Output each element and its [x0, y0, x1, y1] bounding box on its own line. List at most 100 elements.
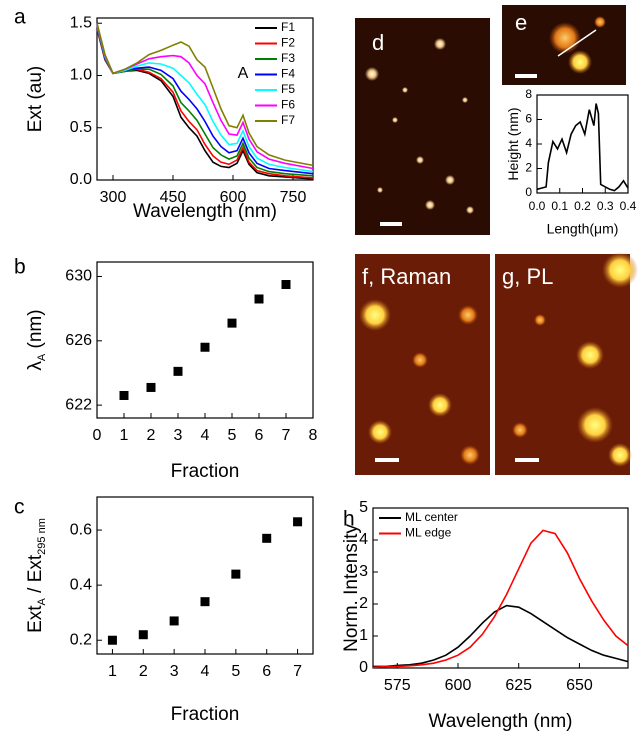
- y-tick-label: 630: [65, 268, 92, 285]
- x-tick-label: 6: [255, 427, 264, 444]
- y-tick-label: 2: [525, 161, 532, 175]
- x-tick-label: 1: [120, 427, 129, 444]
- data-line: [96, 25, 314, 173]
- x-tick-label: 3: [170, 663, 179, 680]
- data-point: [231, 569, 241, 579]
- image-label: g, PL: [502, 264, 553, 289]
- image-label: e: [515, 10, 527, 35]
- x-tick-label: 2: [147, 427, 156, 444]
- x-axis-label: Length(μm): [547, 221, 619, 237]
- data-line: [96, 23, 314, 167]
- data-point: [169, 616, 179, 626]
- legend-label: F7: [281, 113, 295, 127]
- y-tick-label: 5: [359, 499, 368, 516]
- x-tick-label: 7: [293, 663, 302, 680]
- y-tick-label: 0.0: [70, 171, 92, 188]
- y-axis-label-part: 295 nm: [36, 518, 48, 555]
- y-tick-label: 4: [525, 136, 532, 150]
- y-axis-label-part: (nm): [25, 309, 46, 353]
- plot-frame: [96, 17, 314, 181]
- y-tick-label: 3: [359, 563, 368, 580]
- data-point: [173, 366, 183, 376]
- x-tick-label: 6: [262, 663, 271, 680]
- x-tick-label: 450: [160, 189, 187, 206]
- y-tick-label: 0.4: [70, 576, 92, 593]
- x-tick-label: 300: [100, 189, 127, 206]
- image-label: d: [372, 30, 384, 55]
- data-line: [96, 26, 314, 175]
- data-point: [254, 294, 264, 304]
- legend-label: F4: [281, 67, 295, 81]
- panel-label: c: [14, 496, 25, 519]
- x-tick-label: 0.4: [620, 199, 637, 213]
- x-tick-label: 575: [384, 677, 411, 694]
- panel-label: b: [14, 256, 26, 279]
- x-tick-label: 1: [108, 663, 117, 680]
- x-tick-label: 625: [505, 677, 532, 694]
- x-tick-label: 2: [139, 663, 148, 680]
- pl-image-g: g, PL: [495, 252, 638, 475]
- y-tick-label: 2: [359, 595, 368, 612]
- data-line: [96, 27, 314, 177]
- y-axis-label-part: Norm. Intensity: [341, 524, 362, 652]
- x-tick-label: 7: [282, 427, 291, 444]
- y-axis-label-part: A: [36, 353, 48, 361]
- y-axis-label: Ext (au): [25, 66, 46, 133]
- y-tick-label: 8: [525, 87, 532, 101]
- raman-image-f: f, Raman: [355, 254, 490, 475]
- y-tick-label: 622: [65, 396, 92, 413]
- legend-label: F2: [281, 36, 295, 50]
- y-axis-label: Norm. Intensity: [341, 524, 362, 652]
- data-point: [200, 342, 210, 352]
- y-axis-label-part: Height (nm): [505, 107, 521, 180]
- y-axis-label-part: Ext: [25, 605, 46, 633]
- data-point: [146, 382, 156, 392]
- x-tick-label: 650: [566, 677, 593, 694]
- plot-frame: [372, 507, 629, 669]
- y-tick-label: 4: [359, 531, 368, 548]
- y-axis-label-part: λ: [25, 361, 46, 371]
- x-tick-label: 0.2: [574, 199, 591, 213]
- data-point: [281, 280, 291, 290]
- plot-frame: [96, 261, 314, 419]
- x-axis-label: Wavelength (nm): [429, 711, 573, 732]
- panel-label: a: [14, 6, 26, 29]
- legend-label: F3: [281, 51, 295, 65]
- x-tick-label: 0.3: [597, 199, 614, 213]
- x-tick-label: 600: [445, 677, 472, 694]
- data-line: [373, 604, 629, 668]
- y-tick-label: 6: [525, 112, 532, 126]
- y-tick-label: 626: [65, 332, 92, 349]
- plot-frame: [536, 94, 629, 194]
- x-axis-label: Fraction: [171, 461, 240, 482]
- x-tick-label: 600: [220, 189, 247, 206]
- afm-image-e: e: [502, 5, 626, 85]
- y-axis-label: ExtA / Ext295 nm: [25, 518, 48, 633]
- data-point: [107, 635, 117, 645]
- x-tick-label: 0.1: [551, 199, 568, 213]
- y-axis-label-part: / Ext: [25, 554, 46, 598]
- y-tick-label: 1: [359, 627, 368, 644]
- y-tick-label: 0.5: [70, 119, 92, 136]
- y-tick-label: 0.6: [70, 521, 92, 538]
- y-axis-label-part: Ext (au): [25, 66, 46, 133]
- x-tick-label: 750: [280, 189, 307, 206]
- x-axis-label: Fraction: [171, 704, 240, 725]
- data-point: [293, 517, 303, 527]
- x-tick-label: 0: [93, 427, 102, 444]
- afm-image-d: d: [355, 18, 490, 235]
- y-tick-label: 1.0: [70, 67, 92, 84]
- panel-label: h: [343, 508, 355, 531]
- y-tick-label: 0.2: [70, 631, 92, 648]
- legend-label: F1: [281, 20, 295, 34]
- x-tick-label: 5: [231, 663, 240, 680]
- x-tick-label: 0.0: [529, 199, 546, 213]
- y-tick-label: 0: [525, 185, 532, 199]
- data-point: [119, 390, 129, 400]
- x-tick-label: 4: [201, 663, 210, 680]
- x-axis-label: Wavelength (nm): [133, 201, 277, 222]
- legend-label: F6: [281, 98, 295, 112]
- legend-label: ML center: [405, 510, 458, 524]
- data-point: [200, 597, 210, 607]
